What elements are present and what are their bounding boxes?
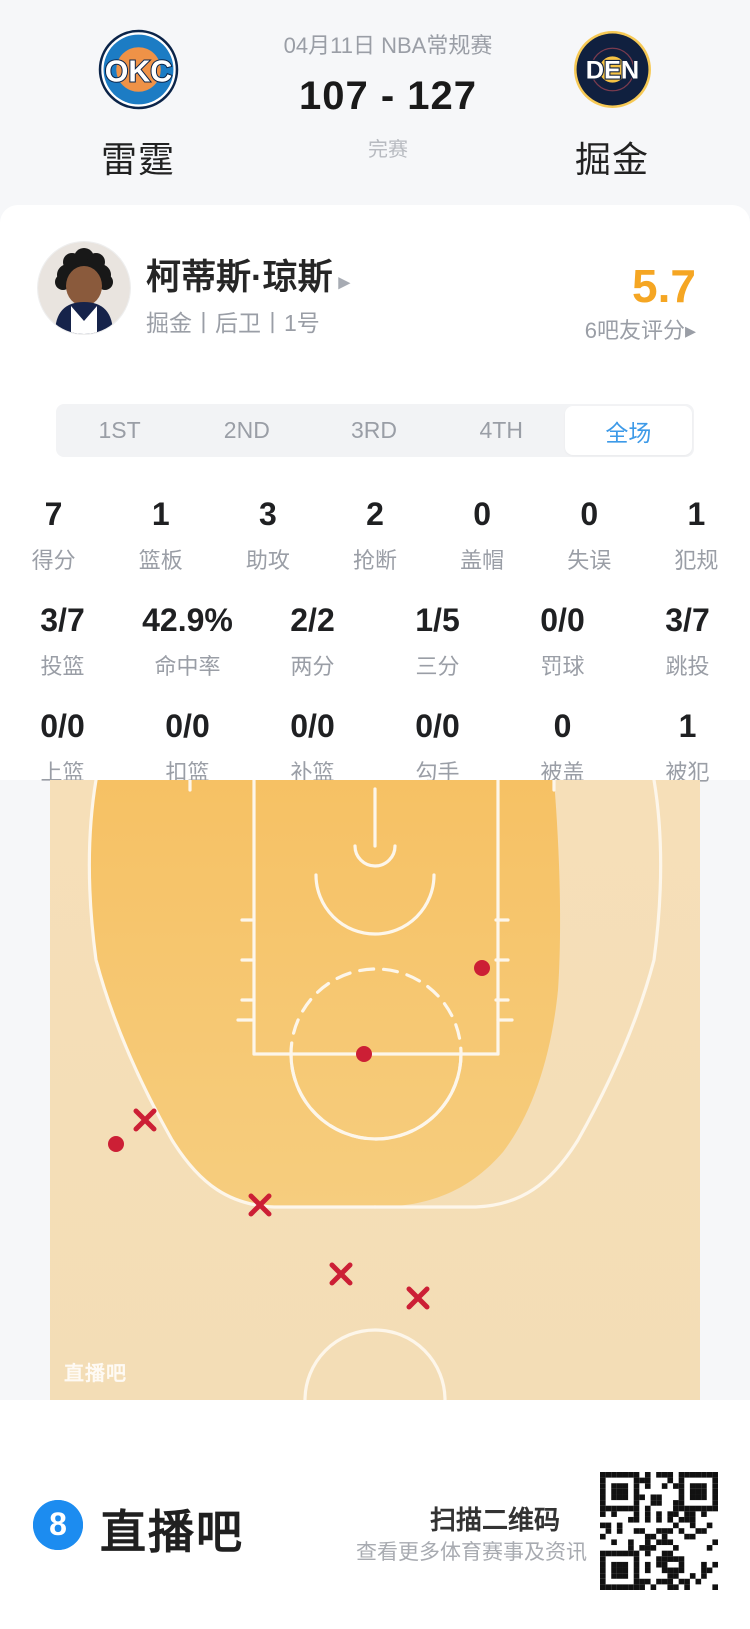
svg-text:DEN: DEN [585, 57, 638, 85]
svg-text:8: 8 [49, 1506, 67, 1542]
svg-text:OKC: OKC [104, 56, 172, 89]
